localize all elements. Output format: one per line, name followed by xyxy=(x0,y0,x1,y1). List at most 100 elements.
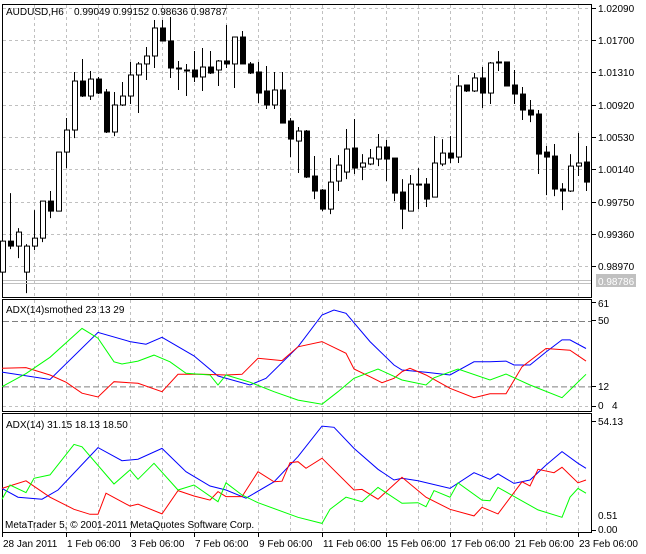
candle[interactable] xyxy=(48,191,54,219)
candle[interactable] xyxy=(272,71,278,110)
candle[interactable] xyxy=(216,59,222,87)
candle[interactable] xyxy=(72,71,78,139)
indicator-line xyxy=(1,341,587,399)
candle[interactable] xyxy=(544,146,550,196)
candle-body-bear xyxy=(320,189,326,210)
candle[interactable] xyxy=(472,72,478,92)
price-pane[interactable] xyxy=(2,4,592,298)
candle[interactable] xyxy=(400,179,406,230)
candle[interactable] xyxy=(232,36,238,88)
candle[interactable] xyxy=(344,129,350,180)
candle[interactable] xyxy=(320,189,326,212)
candle[interactable] xyxy=(112,91,118,137)
candle[interactable] xyxy=(464,84,470,92)
candle[interactable] xyxy=(552,144,558,197)
candle-body-bull xyxy=(472,77,478,92)
time-axis[interactable]: 28 Jan 2011 1 Feb 06:00 3 Feb 06:00 7 Fe… xyxy=(2,533,639,550)
adx-smoothed-pane[interactable] xyxy=(2,299,592,412)
candle[interactable] xyxy=(368,149,374,166)
candle-body-bear xyxy=(536,113,542,155)
candle-body-bull xyxy=(120,95,126,106)
candle[interactable] xyxy=(264,66,270,110)
candle[interactable] xyxy=(512,70,518,104)
axis-label: 4 xyxy=(612,401,618,412)
candle-body-bull xyxy=(152,27,158,57)
candle[interactable] xyxy=(560,183,566,211)
candle[interactable] xyxy=(224,24,230,69)
candle[interactable] xyxy=(152,19,158,69)
candle[interactable] xyxy=(440,139,446,167)
candle[interactable] xyxy=(40,200,46,243)
candle[interactable] xyxy=(520,87,526,120)
candle[interactable] xyxy=(296,127,302,174)
candle[interactable] xyxy=(424,178,430,208)
candle[interactable] xyxy=(64,118,70,169)
candle-body-bull xyxy=(296,130,302,142)
candle[interactable] xyxy=(32,210,38,251)
candle[interactable] xyxy=(408,175,414,212)
candle-body-bear xyxy=(528,109,534,116)
candle-body-bull xyxy=(232,36,238,65)
candle[interactable] xyxy=(376,134,382,167)
adx-axis[interactable]: 54.13 0.51 0.00 xyxy=(592,417,623,536)
candle[interactable] xyxy=(352,119,358,175)
candle[interactable] xyxy=(136,61,142,114)
candle[interactable] xyxy=(504,61,510,87)
candle-body-bear xyxy=(448,152,454,159)
candle[interactable] xyxy=(496,51,502,72)
candle[interactable] xyxy=(432,136,438,198)
chart-title-ohlc: 0.99049 0.99152 0.98636 0.98787 xyxy=(74,7,227,18)
candle[interactable] xyxy=(192,51,198,83)
candle[interactable] xyxy=(392,157,398,202)
candle[interactable] xyxy=(448,136,454,164)
candle[interactable] xyxy=(416,168,422,210)
candle[interactable] xyxy=(24,244,30,294)
candle[interactable] xyxy=(536,110,542,175)
candle[interactable] xyxy=(568,154,574,193)
candle[interactable] xyxy=(288,118,294,158)
candle[interactable] xyxy=(312,156,318,200)
candle[interactable] xyxy=(16,228,22,259)
candle[interactable] xyxy=(336,155,342,192)
candle[interactable] xyxy=(160,19,166,42)
adx-smoothed-axis[interactable]: 61 50 12 4 0 xyxy=(592,299,618,412)
price-label: 1.01700 xyxy=(598,36,635,47)
candle[interactable] xyxy=(88,71,94,101)
candle[interactable] xyxy=(240,30,246,65)
candle[interactable] xyxy=(304,130,310,179)
candle[interactable] xyxy=(104,88,110,134)
price-axis[interactable]: 1.02090 1.01700 1.01310 1.00920 1.00530 … xyxy=(592,4,636,288)
time-label: 11 Feb 06:00 xyxy=(323,539,382,550)
candle[interactable] xyxy=(144,46,150,81)
candle[interactable] xyxy=(456,74,462,164)
candle[interactable] xyxy=(248,61,254,74)
candle[interactable] xyxy=(0,238,6,276)
candle[interactable] xyxy=(480,67,486,109)
candle[interactable] xyxy=(96,76,102,95)
candle[interactable] xyxy=(120,82,126,106)
candle[interactable] xyxy=(584,146,590,192)
candle[interactable] xyxy=(384,140,390,182)
candle[interactable] xyxy=(128,61,134,104)
candle[interactable] xyxy=(328,158,334,215)
candle[interactable] xyxy=(80,58,86,98)
candle[interactable] xyxy=(280,71,286,124)
candle[interactable] xyxy=(8,193,14,250)
candle[interactable] xyxy=(56,151,62,212)
candle-body-bear xyxy=(224,60,230,65)
candle[interactable] xyxy=(256,61,262,104)
candle[interactable] xyxy=(528,100,534,123)
candle[interactable] xyxy=(360,154,366,181)
candle[interactable] xyxy=(184,63,190,97)
candle-body-bear xyxy=(256,71,262,94)
candle[interactable] xyxy=(576,133,582,177)
candle-body-bull xyxy=(376,146,382,160)
candle[interactable] xyxy=(488,61,494,104)
candle[interactable] xyxy=(200,47,206,91)
candle[interactable] xyxy=(168,16,174,78)
candle[interactable] xyxy=(176,60,182,90)
adx-pane[interactable] xyxy=(2,413,592,533)
candle-body-bear xyxy=(192,69,198,78)
candle[interactable] xyxy=(208,51,214,74)
